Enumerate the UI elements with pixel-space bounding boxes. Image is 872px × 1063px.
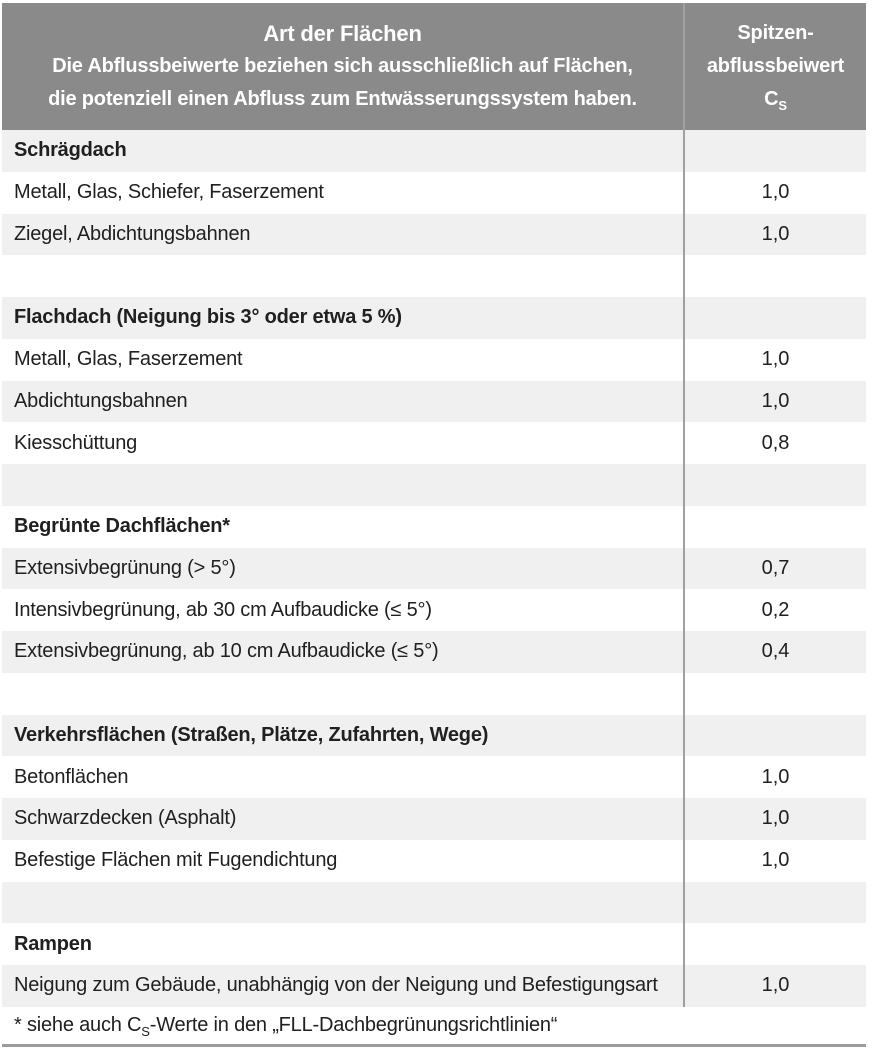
row-label: Metall, Glas, Faserzement [2,338,685,381]
table-row: Betonflächen 1,0 [2,756,866,798]
row-label: Ziegel, Abdichtungsbahnen [2,213,685,256]
header-coefficient-line2: abflussbeiwert [706,55,845,77]
row-label: Befestige Flächen mit Fugendichtung [2,839,685,882]
header-title: Art der Flächen [263,21,422,46]
row-value [685,923,866,965]
section-label: Flachdach (Neigung bis 3° oder etwa 5 %) [2,297,685,339]
table-row: Metall, Glas, Faserzement 1,0 [2,338,866,381]
spacer-cell [685,255,866,297]
footnote: * siehe auch CS-Werte in den „FLL-Dachbe… [2,1006,866,1044]
row-label: Intensivbegrünung, ab 30 cm Aufbaudicke … [2,589,685,631]
runoff-coefficient-table: Art der Flächen Die Abflussbeiwerte bezi… [2,3,866,1047]
footnote-text: * siehe auch CS-Werte in den „FLL-Dachbe… [14,1013,558,1039]
row-value: 0,4 [761,640,790,663]
table-row: Intensivbegrünung, ab 30 cm Aufbaudicke … [2,589,866,631]
spacer-cell [685,464,866,506]
row-label: Extensivbegrünung (> 5°) [2,547,685,590]
row-value: 1,0 [761,181,790,204]
section-label: Verkehrsflächen (Straßen, Plätze, Zufahr… [2,714,685,757]
table-row: Neigung zum Gebäude, unabhängig von der … [2,965,866,1007]
row-value: 1,0 [761,348,790,371]
spacer-row [2,464,866,506]
row-value: 0,7 [761,556,790,579]
section-label: Rampen [2,923,685,965]
row-label: Betonflächen [2,756,685,798]
table-row: Ziegel, Abdichtungsbahnen 1,0 [2,213,866,256]
row-value: 0,8 [761,431,790,454]
table-header-row: Art der Flächen Die Abflussbeiwerte bezi… [2,3,866,130]
row-value [685,297,866,339]
row-value [685,715,866,757]
table-row: Befestige Flächen mit Fugendichtung 1,0 [2,839,866,882]
header-coefficient-line1: Spitzen- [737,22,814,44]
row-label: Schwarzdecken (Asphalt) [2,798,685,840]
row-label: Kiesschüttung [2,422,685,464]
spacer-row [2,255,866,297]
table-row: Abdichtungsbahnen 1,0 [2,380,866,423]
section-row: Schrägdach [2,130,866,172]
row-value: 1,0 [761,389,790,412]
spacer-cell [2,464,685,506]
table-row: Extensivbegrünung (> 5°) 0,7 [2,547,866,590]
spacer-row [2,672,866,715]
header-coefficient: Spitzen- abflussbeiwert CS [685,3,866,130]
header-surface-type: Art der Flächen Die Abflussbeiwerte bezi… [2,3,685,130]
section-row: Flachdach (Neigung bis 3° oder etwa 5 %) [2,297,866,339]
table-row: Metall, Glas, Schiefer, Faserzement 1,0 [2,171,866,214]
table-row: Extensivbegrünung, ab 10 cm Aufbaudicke … [2,631,866,673]
spacer-row [2,881,866,924]
row-value: 1,0 [761,849,790,872]
header-coefficient-symbol: CS [764,88,787,113]
row-label: Extensivbegrünung, ab 10 cm Aufbaudicke … [2,631,685,673]
row-value: 1,0 [761,765,790,788]
spacer-cell [2,881,685,924]
row-value: 1,0 [761,974,790,997]
section-row: Begrünte Dachflächen* [2,505,866,548]
row-label: Neigung zum Gebäude, unabhängig von der … [2,965,685,1007]
row-label: Metall, Glas, Schiefer, Faserzement [2,171,685,214]
row-value: 0,2 [761,598,790,621]
section-row: Verkehrsflächen (Straßen, Plätze, Zufahr… [2,714,866,757]
section-label: Begrünte Dachflächen* [2,505,685,548]
spacer-cell [685,882,866,924]
spacer-cell [2,672,685,715]
table-row: Kiesschüttung 0,8 [2,422,866,464]
row-value: 1,0 [761,222,790,245]
section-row: Rampen [2,923,866,965]
header-subtitle-line2: die potenziell einen Abfluss zum Entwäss… [48,88,637,110]
row-value [685,130,866,172]
row-value [685,506,866,548]
row-value: 1,0 [761,807,790,830]
header-subtitle-line1: Die Abflussbeiwerte beziehen sich aussch… [52,55,633,77]
spacer-cell [685,673,866,715]
row-label: Abdichtungsbahnen [2,380,685,423]
table-row: Schwarzdecken (Asphalt) 1,0 [2,798,866,840]
section-label: Schrägdach [2,130,685,172]
spacer-cell [2,255,685,297]
